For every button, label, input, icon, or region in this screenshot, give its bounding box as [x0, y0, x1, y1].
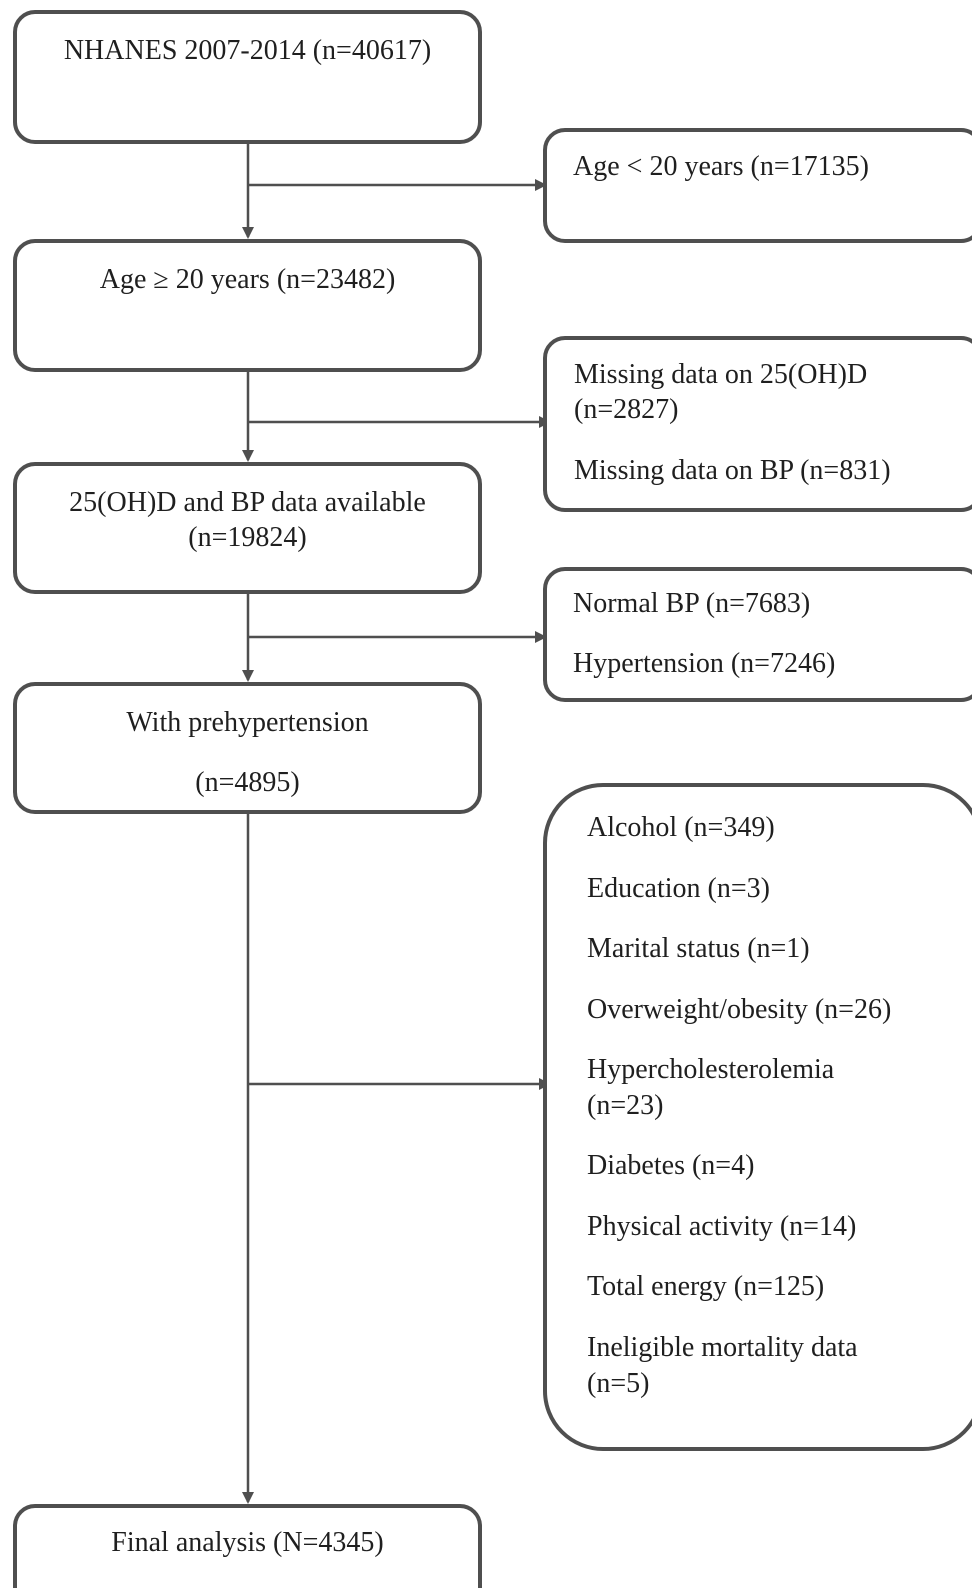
nhanes-box: NHANES 2007-2014 (n=40617) [13, 10, 482, 144]
missing-bp-label: Missing data on BP (n=831) [574, 455, 891, 486]
bp-exclusion-box: Normal BP (n=7683) Hypertension (n=7246) [543, 567, 972, 702]
data-available-box: 25(OH)D and BP data available (n=19824) [13, 462, 482, 594]
hypercholesterolemia-label-line1: Hypercholesterolemia [587, 1054, 835, 1085]
overweight-obesity-label: Overweight/obesity (n=26) [587, 994, 892, 1025]
diabetes-label: Diabetes (n=4) [587, 1150, 755, 1181]
missing-25ohd-label-line1: Missing data on 25(OH)D [574, 359, 868, 390]
age-lt-20-label: Age < 20 years (n=17135) [573, 151, 869, 182]
normal-bp-label: Normal BP (n=7683) [573, 588, 811, 619]
age-lt-20-exclusion-box: Age < 20 years (n=17135) [543, 128, 972, 243]
marital-status-label: Marital status (n=1) [587, 933, 810, 964]
covariate-exclusion-box: Alcohol (n=349) Education (n=3) Marital … [543, 783, 972, 1451]
hypertension-label: Hypertension (n=7246) [573, 648, 836, 679]
ineligible-mortality-label-line1: Ineligible mortality data [587, 1332, 858, 1363]
final-analysis-box: Final analysis (N=4345) [13, 1504, 482, 1588]
nhanes-label: NHANES 2007-2014 (n=40617) [63, 35, 432, 66]
age-ge-20-box: Age ≥ 20 years (n=23482) [13, 239, 482, 372]
total-energy-label: Total energy (n=125) [587, 1271, 825, 1302]
ineligible-mortality-label-line2: (n=5) [587, 1368, 650, 1399]
missing-25ohd-label-line2: (n=2827) [574, 394, 679, 425]
data-available-label-line2: (n=19824) [188, 522, 307, 553]
final-analysis-label: Final analysis (N=4345) [111, 1527, 384, 1558]
prehypertension-label-line2: (n=4895) [195, 767, 300, 798]
prehypertension-box: With prehypertension (n=4895) [13, 682, 482, 814]
age-ge-20-label: Age ≥ 20 years (n=23482) [99, 264, 396, 295]
data-available-label-line1: 25(OH)D and BP data available [69, 487, 426, 518]
hypercholesterolemia-label-line2: (n=23) [587, 1090, 664, 1121]
alcohol-label: Alcohol (n=349) [587, 812, 775, 843]
physical-activity-label: Physical activity (n=14) [587, 1211, 857, 1242]
missing-data-exclusion-box: Missing data on 25(OH)D (n=2827) Missing… [543, 336, 972, 512]
education-label: Education (n=3) [587, 873, 770, 904]
prehypertension-label-line1: With prehypertension [126, 707, 369, 738]
